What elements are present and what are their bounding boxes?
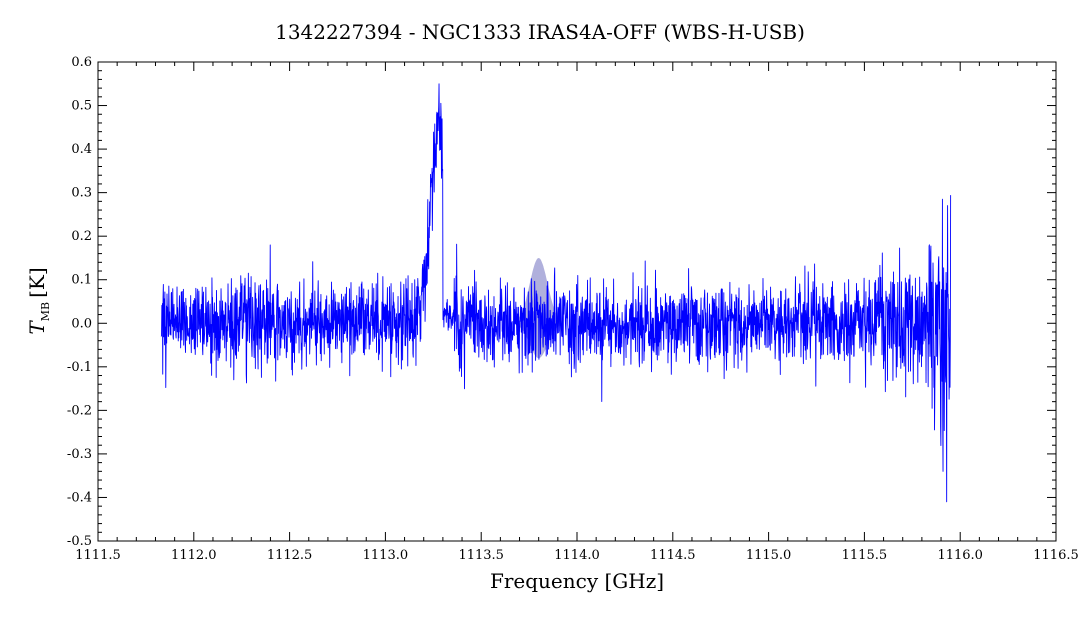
- y-axis-symbol: T: [25, 320, 49, 335]
- y-tick-label: -0.2: [67, 403, 92, 418]
- x-tick-label: 1111.5: [75, 548, 121, 563]
- x-tick-label: 1114.0: [554, 548, 600, 563]
- y-tick-label: -0.3: [67, 447, 92, 462]
- x-tick-label: 1116.0: [937, 548, 983, 563]
- x-tick-label: 1114.5: [650, 548, 696, 563]
- y-tick-label: -0.5: [67, 534, 92, 549]
- y-axis: -0.5 -0.4 -0.3 -0.2 -0.1 0.0 0.1 0.2 0.3 0.4 0.5 0.…: [67, 55, 1056, 549]
- y-tick-label: 0.0: [71, 316, 92, 331]
- x-tick-label: 1113.5: [458, 548, 504, 563]
- y-tick-label: -0.1: [67, 360, 92, 375]
- x-axis: 1111.5 1112.0 1112.5 1113.0 1113.5 1114.0 1114…: [75, 62, 1079, 563]
- x-tick-label: 1116.5: [1033, 548, 1079, 563]
- y-axis-title: TMB [K]: [25, 267, 52, 334]
- spectrum-series: [160, 83, 952, 503]
- y-tick-label: 0.2: [71, 229, 92, 244]
- x-tick-label: 1113.0: [363, 548, 409, 563]
- y-axis-unit: [K]: [25, 267, 49, 298]
- y-tick-label: 0.6: [71, 55, 92, 70]
- y-tick-label: 0.4: [71, 142, 92, 157]
- x-tick-label: 1112.5: [267, 548, 313, 563]
- y-tick-label: -0.4: [67, 490, 92, 505]
- y-axis-subscript: MB: [39, 302, 52, 321]
- y-tick-label: 0.3: [71, 186, 92, 201]
- y-tick-label: 0.5: [71, 99, 92, 114]
- chart-title: 1342227394 - NGC1333 IRAS4A-OFF (WBS-H-U…: [275, 20, 805, 44]
- y-tick-label: 0.1: [71, 273, 92, 288]
- x-axis-title: Frequency [GHz]: [490, 569, 664, 593]
- x-tick-label: 1115.5: [842, 548, 888, 563]
- spectrum-line: [160, 83, 952, 503]
- x-tick-label: 1112.0: [171, 548, 217, 563]
- x-tick-label: 1115.0: [746, 548, 792, 563]
